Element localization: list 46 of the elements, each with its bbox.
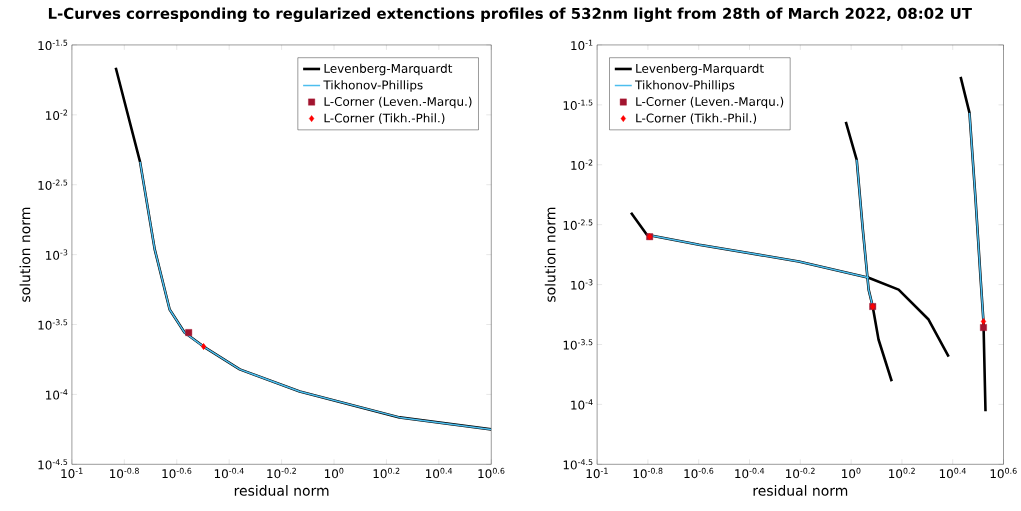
x-tick-label: 10$^{-0.4}$ [214, 467, 244, 479]
x-tick-label: 10$^{0.6}$ [990, 467, 1017, 479]
y-tick-label: 10$^{-2.5}$ [563, 219, 593, 230]
y-tick-label: 10$^{-2.5}$ [38, 179, 68, 190]
x-tick-label: 10$^{-0.8}$ [633, 467, 663, 479]
x-tick-label: 10$^{-0.6}$ [162, 467, 192, 479]
x-axis-title: residual norm [234, 484, 329, 496]
legend-label: L-Corner (Leven.-Marqu.) [324, 96, 472, 109]
x-tick-label: 10$^{-0.2}$ [786, 467, 815, 479]
x-tick-label: 10$^{-1}$ [61, 467, 83, 479]
x-tick-label: 10$^{-0.4}$ [735, 467, 765, 479]
y-tick-label: 10$^{-4}$ [46, 389, 68, 400]
y-axis-title: solution norm [544, 207, 556, 302]
x-tick-label: 10$^{-1}$ [586, 467, 608, 479]
x-tick-label: 10$^{0.2}$ [373, 467, 400, 479]
y-tick-label: 10$^{-1}$ [571, 39, 593, 50]
y-tick-label: 10$^{-4}$ [571, 399, 593, 410]
x-tick-label: 10$^{-0.2}$ [267, 467, 296, 479]
y-tick-label: 10$^{-1.5}$ [38, 39, 68, 50]
y-tick-label: 10$^{-3.5}$ [563, 339, 593, 350]
x-tick-label: 10$^{0.2}$ [889, 467, 915, 479]
y-tick-label: 10$^{-3}$ [571, 279, 593, 290]
x-tick-label: 10$^{0.4}$ [939, 467, 966, 479]
legend-label: L-Corner (Tikh.-Phil.) [324, 113, 445, 124]
x-axis-title: residual norm [753, 484, 848, 496]
x-tick-label: 10$^{0.4}$ [426, 467, 453, 479]
legend-label: Tikhonov-Phillips [635, 80, 735, 92]
legend-label: Levenberg-Marquardt [636, 63, 764, 76]
legend-label: Tikhonov-Phillips [323, 80, 423, 92]
legend-label: L-Corner (Leven.-Marqu.) [636, 96, 784, 109]
x-tick-label: 10$^{-0.8}$ [110, 467, 139, 479]
y-tick-label: 10$^{-2}$ [571, 159, 593, 170]
chart-title: L-Curves corresponding to regularized extenctions profiles of 532nm light from 28th of March 2022, 08:02 UT [48, 7, 972, 22]
legend-label: Levenberg-Marquardt [324, 63, 453, 76]
y-tick-label: 10$^{-4.5}$ [38, 459, 68, 470]
y-axis-title: solution norm [19, 207, 31, 302]
x-tick-label: 10$^{0}$ [324, 467, 344, 479]
y-tick-label: 10$^{-3.5}$ [38, 319, 68, 330]
legend-label: L-Corner (Tikh.-Phil.) [636, 113, 757, 124]
x-tick-label: 10$^{0}$ [842, 467, 861, 479]
x-tick-label: 10$^{0.6}$ [478, 467, 505, 479]
y-tick-label: 10$^{-1.5}$ [563, 99, 593, 110]
x-tick-label: 10$^{-0.6}$ [684, 467, 714, 479]
y-tick-label: 10$^{-3}$ [46, 249, 68, 260]
y-tick-label: 10$^{-2}$ [46, 109, 68, 120]
y-tick-label: 10$^{-4.5}$ [563, 459, 593, 470]
